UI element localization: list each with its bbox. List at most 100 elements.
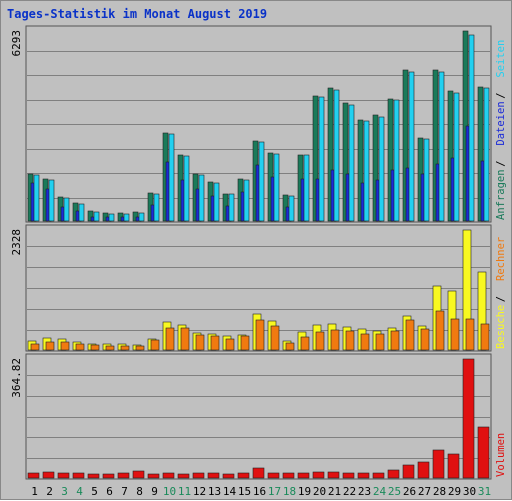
bar-rechner-day-3 — [60, 341, 70, 351]
x-tick-label-day-25: 25 — [388, 485, 401, 498]
bar-volumen-day-21 — [327, 471, 340, 479]
bar-rechner-day-12 — [195, 334, 205, 351]
bar-seiten-day-13 — [213, 182, 220, 222]
x-tick-label-day-19: 19 — [298, 485, 311, 498]
bar-anfragen-day-26 — [402, 69, 409, 222]
bar-rechner-day-29 — [450, 318, 460, 351]
bar-seiten-day-5 — [93, 211, 100, 222]
x-tick-label-day-27: 27 — [418, 485, 431, 498]
x-tick-label-day-5: 5 — [91, 485, 98, 498]
bar-volumen-day-14 — [222, 473, 235, 479]
x-tick-label-day-7: 7 — [121, 485, 128, 498]
bar-seiten-day-18 — [288, 195, 295, 222]
bar-volumen-day-18 — [282, 472, 295, 479]
bar-rechner-day-30 — [465, 318, 475, 351]
bar-rechner-day-26 — [405, 319, 415, 351]
bar-volumen-day-12 — [192, 472, 205, 479]
bar-rechner-day-7 — [120, 345, 130, 351]
bar-seiten-day-23 — [363, 120, 370, 222]
legend-separator: / — [495, 92, 507, 98]
x-tick-label-day-4: 4 — [76, 485, 83, 498]
legend-anfragen: Anfragen — [495, 169, 507, 220]
bar-volumen-day-29 — [447, 453, 460, 479]
bar-seiten-day-9 — [153, 193, 160, 222]
bar-volumen-day-17 — [267, 472, 280, 479]
bar-anfragen-day-20 — [312, 95, 319, 222]
bar-seiten-day-12 — [198, 174, 205, 222]
bar-volumen-day-24 — [372, 472, 385, 479]
bar-seiten-day-20 — [318, 96, 325, 222]
legend-seiten: Seiten — [495, 40, 507, 78]
bar-volumen-day-16 — [252, 467, 265, 479]
bar-volumen-day-15 — [237, 472, 250, 479]
bar-anfragen-day-5 — [87, 210, 94, 222]
x-tick-label-day-18: 18 — [283, 485, 296, 498]
bar-rechner-day-31 — [480, 323, 490, 351]
bar-rechner-day-5 — [90, 344, 100, 351]
legend-separator: / — [495, 160, 507, 166]
bar-seiten-day-6 — [108, 213, 115, 222]
bar-seiten-day-25 — [393, 99, 400, 222]
x-tick-label-day-28: 28 — [433, 485, 446, 498]
bar-volumen-day-26 — [402, 464, 415, 479]
x-tick-label-day-10: 10 — [163, 485, 176, 498]
x-tick-label-day-21: 21 — [328, 485, 341, 498]
legend-dateien: Dateien — [495, 101, 507, 145]
bar-volumen-day-8 — [132, 470, 145, 479]
x-tick-label-day-30: 30 — [463, 485, 476, 498]
x-tick-label-day-16: 16 — [253, 485, 266, 498]
x-tick-label-day-1: 1 — [31, 485, 38, 498]
x-tick-label-day-8: 8 — [136, 485, 143, 498]
bar-rechner-day-11 — [180, 327, 190, 351]
bar-anfragen-day-21 — [327, 87, 334, 222]
x-tick-label-day-26: 26 — [403, 485, 416, 498]
bar-volumen-day-4 — [72, 472, 85, 479]
legend-separator: / — [495, 296, 507, 302]
bar-rechner-day-1 — [30, 343, 40, 351]
bar-seiten-day-7 — [123, 213, 130, 222]
bar-volumen-day-22 — [342, 472, 355, 479]
bar-seiten-day-21 — [333, 89, 340, 222]
bar-anfragen-day-29 — [447, 90, 454, 222]
bar-rechner-day-13 — [210, 335, 220, 351]
x-tick-label-day-31: 31 — [478, 485, 491, 498]
bar-rechner-day-20 — [315, 331, 325, 351]
bar-volumen-day-25 — [387, 469, 400, 479]
bar-rechner-day-24 — [375, 333, 385, 351]
bar-seiten-day-16 — [258, 141, 265, 222]
bar-seiten-day-30 — [468, 34, 475, 222]
bar-seiten-day-29 — [453, 92, 460, 222]
bar-rechner-day-8 — [135, 345, 145, 351]
bar-rechner-day-14 — [225, 338, 235, 351]
bar-rechner-day-27 — [420, 328, 430, 351]
bar-anfragen-day-22 — [342, 102, 349, 222]
bar-seiten-day-10 — [168, 133, 175, 222]
x-tick-label-day-14: 14 — [223, 485, 237, 498]
bar-rechner-day-10 — [165, 327, 175, 351]
bar-volumen-day-20 — [312, 471, 325, 479]
bar-anfragen-day-24 — [372, 114, 379, 222]
bar-rechner-day-17 — [270, 325, 280, 351]
bar-volumen-day-23 — [357, 472, 370, 479]
bar-seiten-day-14 — [228, 193, 235, 222]
x-tick-label-day-29: 29 — [448, 485, 461, 498]
x-tick-label-day-13: 13 — [208, 485, 221, 498]
bar-seiten-day-15 — [243, 179, 250, 222]
bar-volumen-day-28 — [432, 449, 445, 479]
bar-anfragen-day-23 — [357, 119, 364, 222]
scale-label-bottom: 364.82 — [10, 358, 23, 398]
x-tick-label-day-11: 11 — [178, 485, 191, 498]
bar-anfragen-day-8 — [132, 211, 139, 222]
bar-volumen-day-1 — [27, 472, 40, 479]
x-tick-label-day-17: 17 — [268, 485, 281, 498]
chart-title: Tages-Statistik im Monat August 2019 — [7, 7, 268, 21]
bar-seiten-day-31 — [483, 87, 490, 222]
bar-volumen-day-11 — [177, 473, 190, 479]
scale-label-middle: 2328 — [10, 229, 23, 256]
x-tick-label-day-3: 3 — [61, 485, 68, 498]
bar-seiten-day-19 — [303, 154, 310, 222]
bar-volumen-day-31 — [477, 426, 490, 479]
bar-seiten-day-17 — [273, 153, 280, 222]
bar-volumen-day-3 — [57, 472, 70, 479]
